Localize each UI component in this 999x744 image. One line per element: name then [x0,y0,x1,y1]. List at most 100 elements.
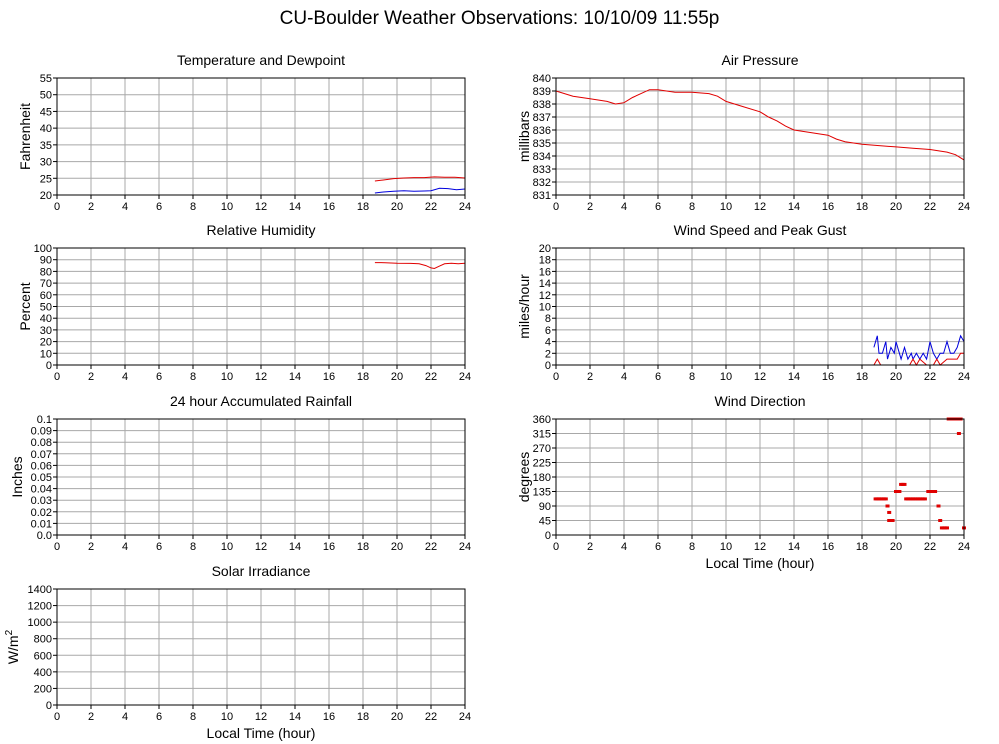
y-tick-label: 40 [40,313,52,325]
x-tick-label: 12 [754,371,766,383]
y-tick-label: 0.07 [31,449,52,461]
y-axis-label-text: Fahrenheit [17,103,33,170]
x-tick-label: 8 [190,711,196,723]
chart-title: 24 hour Accumulated Rainfall [170,393,352,409]
x-tick-label: 4 [621,541,627,553]
y-axis-label: degrees [516,452,532,503]
x-tick-label: 22 [924,201,936,213]
x-tick-label: 12 [754,201,766,213]
y-tick-label: 50 [40,302,52,314]
y-tick-label: 840 [533,73,551,85]
x-tick-label: 8 [190,371,196,383]
x-tick-label: 12 [255,201,267,213]
y-axis-label: W/m2 [4,629,21,664]
y-tick-label: 2 [545,348,551,360]
x-tick-label: 2 [587,201,593,213]
y-axis-label-text: Inches [9,456,25,497]
y-tick-label: 45 [539,516,551,528]
x-tick-label: 24 [958,541,970,553]
x-tick-label: 22 [924,541,936,553]
y-tick-label: 55 [40,73,52,85]
series-line-0 [873,334,965,361]
y-tick-label: 0.08 [31,437,52,449]
x-tick-label: 14 [788,201,800,213]
x-tick-label: 20 [890,541,902,553]
x-tick-label: 22 [425,201,437,213]
x-tick-label: 20 [391,711,403,723]
x-tick-label: 14 [289,201,301,213]
y-tick-label: 0.1 [37,414,52,426]
x-tick-label: 16 [323,711,335,723]
x-tick-label: 0 [54,371,60,383]
y-tick-label: 200 [34,683,52,695]
y-tick-label: 6 [545,325,551,337]
y-tick-label: 30 [40,325,52,337]
y-tick-label: 0 [46,700,52,712]
y-tick-label: 18 [539,255,551,267]
x-tick-label: 18 [357,711,369,723]
scatter-point [936,504,941,508]
y-tick-label: 100 [34,243,52,255]
x-tick-label: 18 [357,371,369,383]
x-tick-label: 22 [425,541,437,553]
x-tick-label: 2 [587,541,593,553]
x-tick-label: 22 [425,711,437,723]
y-tick-label: 832 [533,177,551,189]
y-tick-label: 0.0 [37,530,52,542]
x-tick-label: 6 [655,541,661,553]
y-axis-label-text: degrees [516,452,532,503]
y-tick-label: 800 [34,634,52,646]
x-tick-label: 24 [958,371,970,383]
x-tick-label: 4 [621,371,627,383]
y-tick-label: 0.09 [31,426,52,438]
y-axis-label: Fahrenheit [17,103,33,170]
chart-title: Wind Direction [714,393,805,409]
y-axis-label: millibars [516,111,532,162]
x-tick-label: 10 [720,201,732,213]
x-tick-label: 24 [459,371,471,383]
series-line-0 [555,89,965,161]
y-tick-label: 270 [533,443,551,455]
y-tick-label: 0.02 [31,507,52,519]
y-tick-label: 12 [539,290,551,302]
x-tick-label: 16 [323,541,335,553]
x-tick-label: 16 [323,201,335,213]
series-line-0 [374,176,466,182]
x-tick-label: 0 [553,371,559,383]
x-tick-label: 14 [289,541,301,553]
x-tick-label: 10 [221,711,233,723]
y-tick-label: 0.03 [31,495,52,507]
x-tick-label: 2 [88,371,94,383]
y-tick-label: 360 [533,414,551,426]
y-tick-label: 1200 [28,601,52,613]
y-axis-label-text: Percent [17,282,33,330]
y-axis-label-text: miles/hour [516,274,532,339]
scatter-point [956,432,961,435]
y-tick-label: 0 [46,360,52,372]
y-tick-label: 90 [40,255,52,267]
x-tick-label: 6 [156,201,162,213]
x-tick-label: 4 [122,711,128,723]
x-tick-label: 16 [822,201,834,213]
x-tick-label: 24 [459,201,471,213]
y-axis-label: Inches [9,456,25,497]
y-tick-label: 135 [533,487,551,499]
x-tick-label: 8 [689,201,695,213]
y-tick-label: 25 [40,173,52,185]
y-tick-label: 0 [545,360,551,372]
y-tick-label: 836 [533,125,551,137]
y-tick-label: 50 [40,90,52,102]
x-tick-label: 14 [788,541,800,553]
scatter-point [885,504,890,508]
x-tick-label: 4 [122,201,128,213]
x-tick-label: 8 [190,541,196,553]
x-tick-label: 10 [221,201,233,213]
scatter-point [887,510,892,514]
x-tick-label: 2 [88,201,94,213]
x-tick-label: 18 [357,541,369,553]
y-tick-label: 834 [533,151,551,163]
y-tick-label: 0 [545,530,551,542]
